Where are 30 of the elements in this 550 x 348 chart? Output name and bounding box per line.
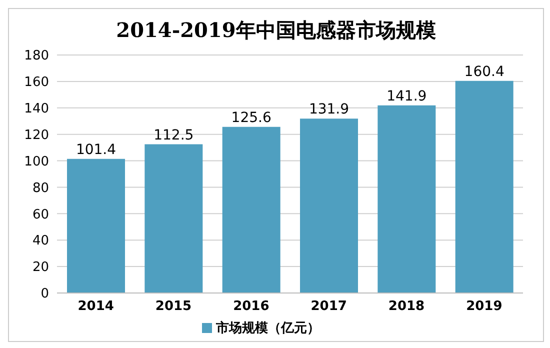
y-tick-label: 120 — [24, 128, 49, 143]
y-tick-label: 40 — [32, 234, 49, 249]
x-tick-label: 2016 — [233, 299, 270, 314]
data-label: 160.4 — [464, 64, 504, 80]
x-tick-label: 2014 — [78, 299, 114, 314]
y-tick-label: 160 — [24, 75, 49, 90]
bar — [378, 105, 436, 293]
data-label: 131.9 — [308, 102, 350, 118]
bar — [300, 118, 358, 293]
bar — [455, 80, 514, 293]
bar — [67, 158, 125, 293]
bar — [144, 144, 203, 293]
y-tick-label: 100 — [24, 154, 49, 170]
data-label: 141.9 — [386, 88, 427, 104]
data-label: 125.6 — [231, 110, 272, 126]
x-tick-label: 2019 — [466, 299, 502, 314]
y-tick-label: 140 — [24, 102, 49, 117]
bar — [222, 126, 280, 293]
data-label: 101.4 — [76, 142, 116, 158]
x-tick-label: 2017 — [310, 299, 347, 314]
x-tick-label: 2018 — [388, 299, 425, 314]
y-tick-label: 0 — [40, 286, 49, 302]
chart-title: 2014-2019年中国电感器市场规模 — [115, 17, 437, 44]
y-tick-label: 80 — [32, 180, 49, 196]
data-label: 112.5 — [154, 127, 194, 144]
y-tick-label: 60 — [32, 207, 49, 222]
legend-label: 市场规模（亿元） — [216, 321, 320, 336]
y-tick-label: 180 — [24, 48, 49, 64]
x-tick-label: 2015 — [155, 299, 192, 314]
y-tick-label: 20 — [32, 260, 49, 276]
